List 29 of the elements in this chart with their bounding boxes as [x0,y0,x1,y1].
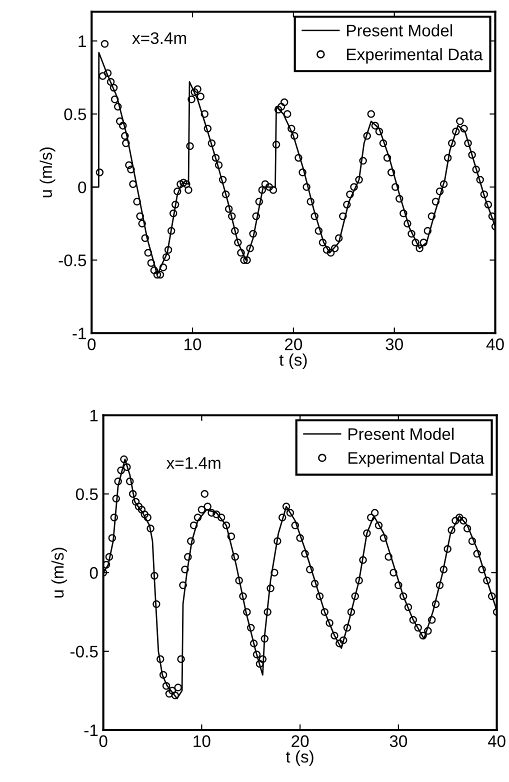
y-tick-label: 0.5 [64,108,86,120]
y-tick-label: -0.5 [58,254,86,266]
legend-label: Present Model [347,24,452,36]
x-axis-title: t (s) [279,354,307,370]
y-tick-label: 0 [90,567,98,579]
x-tick-label: 30 [390,735,408,748]
y-tick-label: 1 [78,36,86,47]
x-tick-label: 20 [285,338,302,350]
y-tick-label: -0.5 [70,646,98,658]
y-tick-label: 1 [90,410,98,422]
legend-label: Experimental Data [348,452,484,468]
y-axis-title: u (m/s) [51,548,67,598]
y-axis-title: u (m/s) [40,148,56,198]
y-tick-label: 0 [78,181,86,194]
x-tick-label: 40 [486,338,504,350]
x-tick-label: 10 [194,735,210,748]
x-tick-label: 10 [184,338,202,350]
legend-label: Experimental Data [347,48,483,64]
x-axis-title: t (s) [286,750,314,766]
x-tick-label: 0 [99,735,108,748]
legend-label: Present Model [348,428,454,440]
x-tick-label: 30 [386,338,403,350]
y-tick-label: -1 [72,328,86,340]
x-tick-label: 20 [292,735,309,748]
y-tick-label: -1 [84,724,98,736]
annotation: x=1.4m [166,457,220,469]
annotation: x=3.4m [132,32,186,44]
y-tick-label: 0.5 [76,488,98,500]
x-tick-label: 40 [488,735,506,748]
